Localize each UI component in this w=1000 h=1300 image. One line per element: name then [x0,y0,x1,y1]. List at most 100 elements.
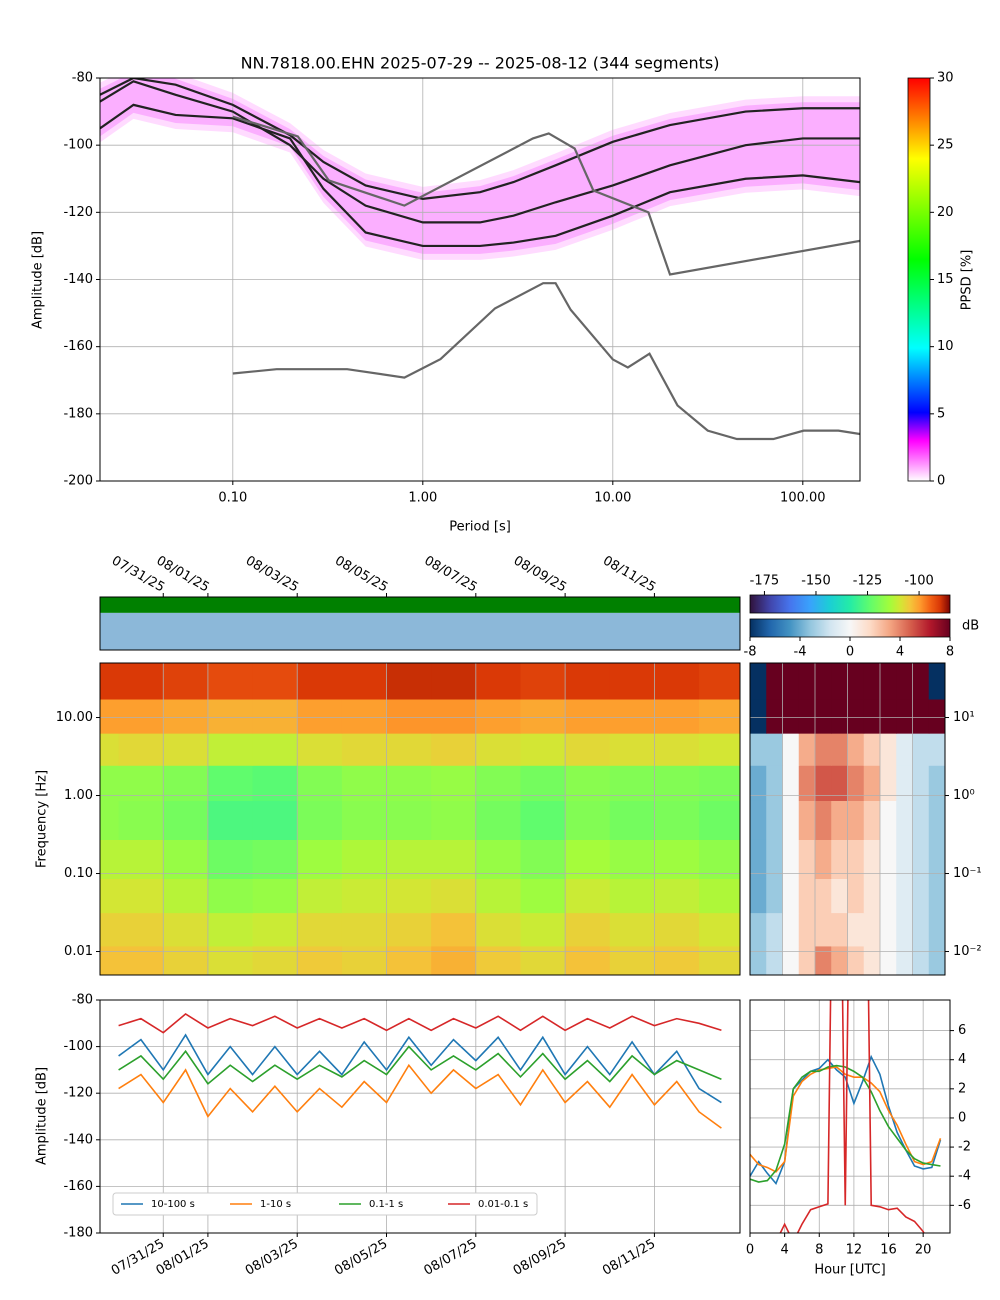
heatmap-cell [207,663,254,700]
heatmap-cell [654,698,700,734]
colorbar [749,594,951,614]
heatmap-cell [896,839,914,879]
heatmap-cell [766,800,784,840]
heatmap-cell [163,698,209,734]
y-tick-label: -140 [63,272,93,287]
heatmap-cell [863,698,881,734]
heatmap-cell [863,839,881,879]
heatmap-cell [880,765,897,801]
heatmap-cell [912,765,930,801]
heatmap-cell [207,912,254,947]
heatmap-cell [386,878,432,914]
heatmap-cell [386,698,432,734]
y-tick-label: 10⁰ [953,788,975,803]
heatmap-cell [863,945,881,975]
heatmap-cell [118,878,164,914]
colorbar-tick-label: 4 [896,645,904,660]
y-axis-label: Amplitude [dB] [31,231,46,329]
heatmap-cell [100,800,120,840]
heatmap-cell [912,733,930,766]
heatmap-cell [654,945,700,975]
axes-frame [99,662,741,976]
heatmap-cell [750,800,767,840]
heatmap-cell [431,912,477,947]
x-tick-label: 12 [846,1243,863,1258]
y-tick-label: -200 [63,474,93,489]
heatmap-cell [863,800,881,840]
heatmap-cell [100,663,120,700]
y-tick-label: -80 [72,993,93,1008]
heatmap-cell [798,698,816,734]
heatmap-cell [896,698,914,734]
heatmap-cell [386,733,432,766]
series-line [100,80,860,224]
colorbar-tick-label: -8 [744,645,757,660]
series-line [100,78,860,201]
heatmap-cell [912,663,930,700]
axes-frame [749,662,946,976]
y-tick-label: -4 [958,1169,971,1184]
heatmap-cell [880,698,897,734]
plot-area [100,663,740,975]
heatmap-cell [118,663,164,700]
heatmap-cell [863,765,881,801]
y-tick-label: -180 [63,1226,93,1241]
x-tick-label: 16 [880,1243,897,1258]
heatmap-cell [341,765,388,801]
heatmap-cell [847,878,865,914]
heatmap-cell [609,765,656,801]
heatmap-cell [475,698,522,734]
y-tick-label: -100 [63,138,93,153]
colorbar-tick-label: -175 [750,574,780,589]
heatmap-cell [766,912,784,947]
heatmap-cell [782,733,800,766]
axes-frame [99,999,741,1234]
heatmap-cell [475,912,522,947]
heatmap-cell [341,912,388,947]
x-tick-label: 20 [915,1243,932,1258]
heatmap-cell [609,663,656,700]
heatmap-cell [654,839,700,879]
heatmap-cell [766,839,784,879]
heatmap-cell [252,765,298,801]
y-tick-label: 10¹ [953,710,975,725]
colorbar-tick-label: 0 [846,645,854,660]
axes-frame [99,596,741,651]
heatmap-cell [831,765,849,801]
heatmap-cell [520,765,566,801]
heatmap-cell [815,839,832,879]
heatmap-cell [847,733,865,766]
colorbar-label: dB [962,619,979,634]
heatmap-cell [863,733,881,766]
heatmap-cell [163,839,209,879]
series-line [750,1054,942,1186]
heatmap-cell [912,878,930,914]
heatmap-cell [863,912,881,947]
heatmap-cell [699,839,740,879]
heatmap-cell [297,839,343,879]
heatmap-cell [252,839,298,879]
colorbar-tick-label: 5 [937,406,945,421]
heatmap-cell [386,663,432,700]
heatmap-cell [798,800,816,840]
legend-label: 0.01-0.1 s [478,1199,528,1210]
heatmap-cell [654,663,700,700]
x-tick-label: 08/05/25 [332,1237,390,1279]
heatmap-cell [386,839,432,879]
series-line [118,1045,722,1086]
heatmap-cell [386,765,432,801]
x-tick-label: 0.10 [218,491,247,506]
heatmap-cell [609,733,656,766]
heatmap-cell [654,765,700,801]
heatmap-cell [847,765,865,801]
heatmap-cell [431,839,477,879]
heatmap-cell [207,800,254,840]
heatmap-cell [565,663,611,700]
heatmap-cell [654,800,700,840]
heatmap-cell [766,878,784,914]
heatmap-cell [163,663,209,700]
heatmap-cell [475,663,522,700]
heatmap-cell [252,698,298,734]
heatmap-cell [565,912,611,947]
y-tick-label: 10⁻² [953,944,982,959]
